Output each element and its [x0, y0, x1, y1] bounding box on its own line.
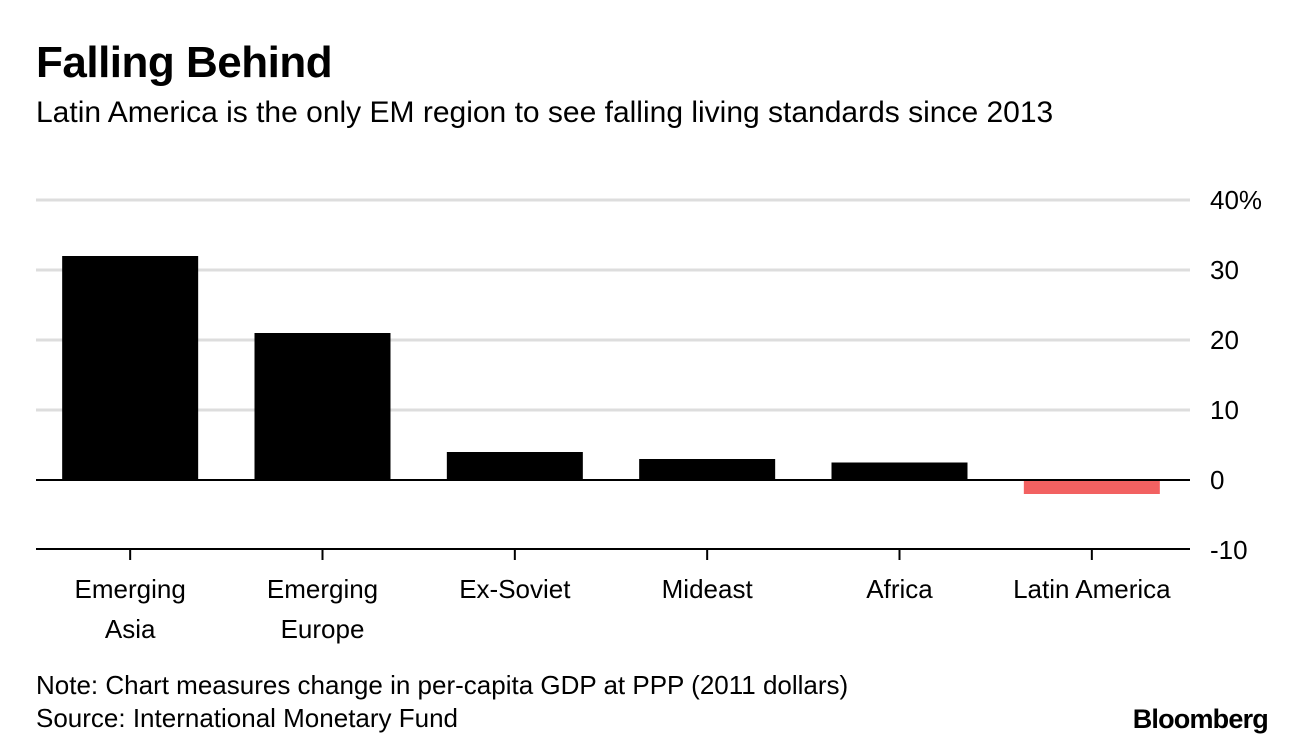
x-tick-label: Asia [105, 614, 156, 644]
brand-logo: Bloomberg [1132, 704, 1269, 734]
bars [62, 256, 1160, 494]
y-tick-label: 0 [1210, 465, 1224, 495]
chart-note: Note: Chart measures change in per-capit… [36, 670, 849, 700]
x-tick-label: Europe [281, 614, 365, 644]
bar [62, 256, 199, 480]
chart-source: Source: International Monetary Fund [36, 703, 459, 733]
chart-title: Falling Behind [36, 38, 333, 87]
y-tick-label: 40% [1210, 185, 1262, 215]
labels: 40% 30 20 10 0 -10 Emerging Asia Emerging Europe E… [75, 185, 1263, 644]
bar [639, 459, 776, 480]
x-tick-label: Emerging [267, 574, 378, 604]
x-tick-label: Latin America [1013, 574, 1171, 604]
bar [1023, 480, 1160, 494]
bar [831, 462, 968, 480]
axes [36, 479, 1190, 560]
y-tick-label: -10 [1210, 535, 1248, 565]
bar [254, 333, 391, 480]
chart-subtitle: Latin America is the only EM region to s… [36, 96, 1054, 129]
y-tick-label: 10 [1210, 395, 1239, 425]
x-tick-label: Ex-Soviet [459, 574, 571, 604]
x-tick-label: Africa [866, 574, 933, 604]
bar-chart: 40% 30 20 10 0 -10 Emerging Asia Emerging Europe E… [36, 185, 1263, 644]
y-tick-label: 30 [1210, 255, 1239, 285]
y-tick-label: 20 [1210, 325, 1239, 355]
gridlines [36, 198, 1190, 412]
x-tick-label: Emerging [75, 574, 186, 604]
x-tick-label: Mideast [662, 574, 754, 604]
bar [446, 452, 583, 480]
